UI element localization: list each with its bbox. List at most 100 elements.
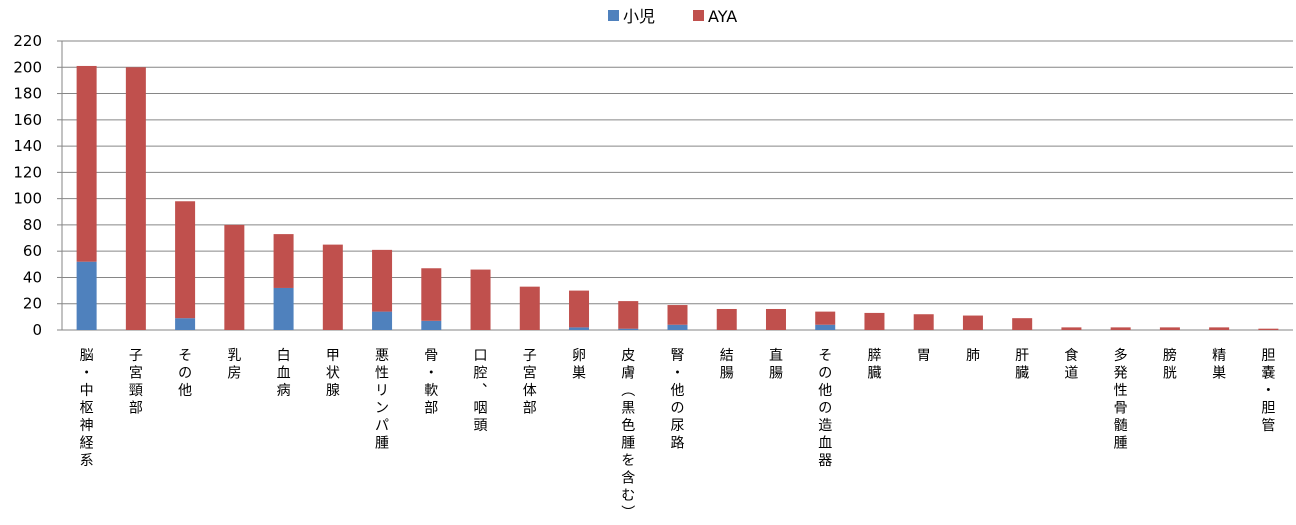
x-tick-label: 結腸 [720, 348, 734, 382]
x-tick-label-text: 乳房 [227, 348, 241, 382]
x-tick-label: 皮膚︵黒色腫を含む︶ [621, 348, 635, 522]
y-tick-label: 120 [13, 163, 42, 181]
bar-kodomo-2 [175, 318, 196, 330]
x-tick-label-text: 骨・軟部 [424, 348, 438, 417]
y-axis-ticks: 0 20 40 60 80 100 120 140 160 180 200 220 [13, 32, 62, 339]
legend-swatch-1 [693, 10, 704, 21]
bar-kodomo-7 [421, 320, 442, 330]
bar-kodomo-11 [618, 328, 639, 330]
x-tick-label: 直腸 [769, 347, 783, 382]
x-tick-label-text: 腎・他の尿路 [671, 348, 685, 452]
x-tick-label-text: 食道 [1064, 347, 1078, 382]
y-tick-label: 160 [13, 111, 42, 129]
bar-aya-3 [224, 224, 245, 330]
x-tick-label: 多発性骨髄腫 [1114, 347, 1128, 452]
y-tick-label: 80 [23, 216, 42, 234]
x-tick-label: 肝臓 [1015, 348, 1029, 382]
y-tick-label: 140 [13, 137, 42, 155]
bar-aya-15 [815, 311, 836, 325]
bar-aya-24 [1258, 328, 1279, 330]
x-tick-label: 腎・他の尿路 [671, 348, 685, 452]
x-tick-label: 卵巣 [572, 348, 586, 382]
bar-kodomo-15 [815, 324, 836, 330]
x-tick-label-text: 白血病 [277, 348, 291, 399]
x-tick-label: 胆嚢・胆管 [1261, 348, 1275, 434]
bar-aya-16 [864, 312, 885, 330]
bar-aya-4 [273, 234, 294, 288]
x-tick-label-text: その他の造血器 [818, 348, 832, 469]
gridlines [61, 40, 1293, 331]
x-tick-label-text: 結腸 [720, 348, 734, 382]
x-tick-label-text: 子宮体部 [523, 348, 537, 417]
bar-kodomo-10 [569, 327, 590, 330]
x-tick-label-text: 多発性骨髄腫 [1114, 347, 1128, 452]
x-tick-label-text: 甲状腺 [326, 348, 340, 399]
x-tick-label-text: 胆嚢・胆管 [1261, 348, 1275, 434]
bar-aya-7 [421, 268, 442, 321]
x-axis-labels: 脳・中枢神経系 子宮頸部 その他 乳房 白血病 甲状腺 悪性リンパ腫 骨・軟部 口腔︑咽頭 子宮体… [80, 347, 1276, 522]
x-tick-label: 口腔︑咽頭 [474, 348, 488, 434]
bar-kodomo-0 [76, 261, 97, 330]
x-tick-label: 胃 [917, 348, 931, 364]
bar-aya-13 [716, 308, 737, 330]
bar-aya-19 [1012, 318, 1033, 330]
bar-aya-10 [569, 290, 590, 328]
bar-aya-22 [1159, 327, 1180, 330]
x-tick-label: その他の造血器 [818, 348, 832, 469]
y-tick-label: 220 [13, 32, 42, 50]
y-tick-label: 60 [23, 242, 42, 260]
bar-aya-18 [962, 315, 983, 330]
x-tick-label-text: 脳・中枢神経系 [80, 348, 94, 469]
bar-aya-2 [175, 201, 196, 319]
x-tick-label-text: 卵巣 [572, 348, 586, 382]
x-tick-label-text: その他 [178, 348, 192, 399]
x-tick-label: 脳・中枢神経系 [80, 348, 94, 469]
y-tick-label: 0 [32, 321, 42, 339]
x-tick-label-text: 膵臓 [867, 348, 881, 382]
x-tick-label: 甲状腺 [326, 348, 340, 399]
x-tick-label-text: 胃 [917, 348, 931, 364]
bar-kodomo-6 [372, 311, 393, 330]
bar-kodomo-4 [273, 287, 294, 330]
y-tick-label: 180 [13, 85, 42, 103]
x-tick-label-text: 皮膚︵黒色腫を含む︶ [621, 348, 635, 520]
bar-aya-20 [1061, 327, 1082, 330]
x-tick-label: 白血病 [277, 348, 291, 399]
bar-aya-11 [618, 301, 639, 329]
x-tick-label: 精巣 [1212, 348, 1226, 382]
bar-aya-12 [667, 305, 688, 325]
bar-aya-14 [765, 308, 786, 330]
bar-aya-8 [470, 269, 491, 330]
y-tick-label: 20 [23, 295, 42, 313]
x-tick-label-text: 精巣 [1212, 348, 1226, 382]
bar-aya-23 [1209, 327, 1230, 330]
x-tick-label-text: 肝臓 [1015, 348, 1029, 382]
legend-label-0: 小児 [623, 7, 655, 26]
bar-aya-5 [322, 244, 343, 330]
x-tick-label-text: 口腔︑咽頭 [474, 348, 488, 434]
x-tick-label: 乳房 [227, 348, 241, 382]
x-tick-label: 膵臓 [867, 348, 881, 382]
x-tick-label: 食道 [1064, 347, 1078, 382]
x-tick-label-text: 膀胱 [1163, 347, 1177, 382]
x-tick-label-text: 肺 [966, 348, 980, 364]
y-tick-label: 40 [23, 268, 42, 286]
legend-label-1: AYA [708, 7, 737, 26]
legend: 小児 AYA [608, 7, 737, 26]
x-tick-label-text: 悪性リンパ腫 [375, 348, 389, 452]
x-tick-label: 子宮頸部 [129, 348, 143, 417]
bar-aya-9 [519, 286, 540, 330]
bars [76, 65, 1279, 330]
bar-aya-1 [125, 67, 146, 330]
x-tick-label: 膀胱 [1163, 347, 1177, 382]
x-tick-label-text: 直腸 [769, 347, 783, 382]
legend-swatch-0 [608, 10, 619, 21]
x-tick-label: 子宮体部 [523, 348, 537, 417]
bar-aya-21 [1110, 327, 1131, 330]
x-tick-label-text: 子宮頸部 [129, 348, 143, 417]
bar-aya-0 [76, 65, 97, 262]
y-tick-label: 100 [13, 190, 42, 208]
x-tick-label: 骨・軟部 [424, 348, 438, 417]
